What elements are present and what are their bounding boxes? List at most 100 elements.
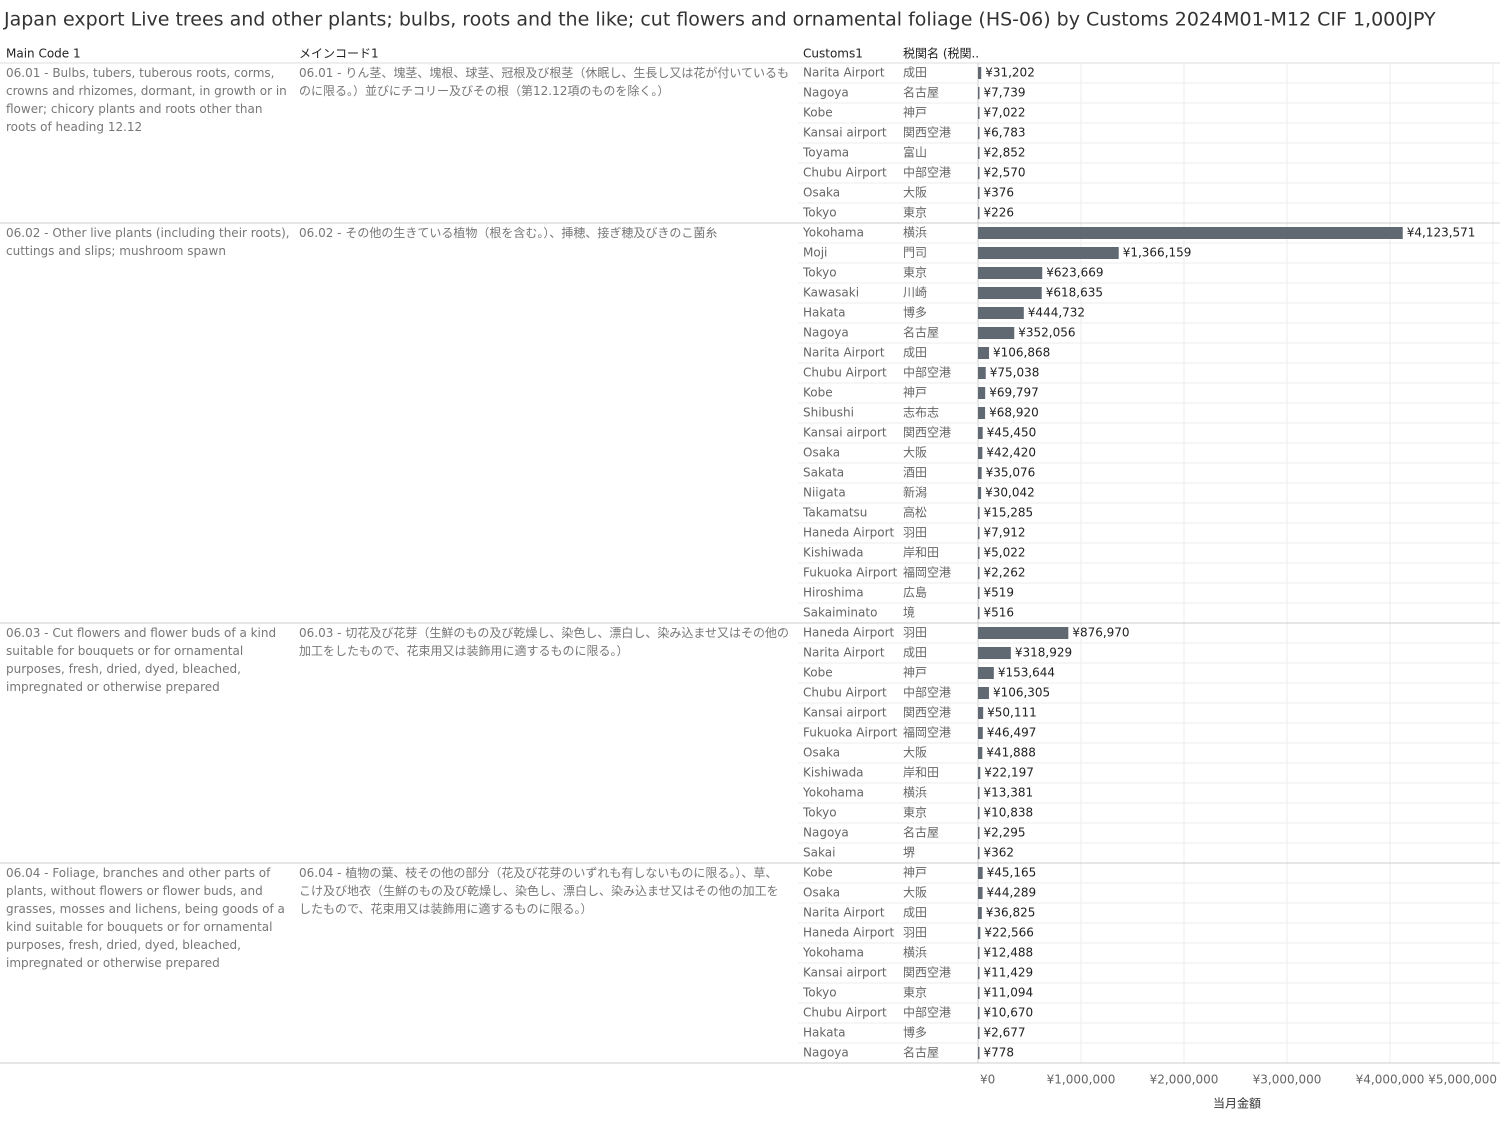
main-code-en: 06.04 - Foliage, branches and other part… xyxy=(6,866,285,970)
x-axis-title: 当月金額 xyxy=(1213,1096,1261,1111)
bar xyxy=(978,1027,980,1039)
value-label: ¥352,056 xyxy=(1018,326,1075,340)
customs-name: Narita Airport xyxy=(803,906,885,920)
customs-name-ja: 川崎 xyxy=(903,286,927,300)
bar xyxy=(978,1047,980,1059)
customs-name-ja: 福岡空港 xyxy=(903,565,951,580)
bar xyxy=(978,567,980,579)
customs-name-ja: 大阪 xyxy=(903,446,927,460)
value-label: ¥22,566 xyxy=(984,926,1034,940)
main-code-ja: 06.04 - 植物の葉、枝その他の部分（花及び花芽のいずれも有しないものに限る… xyxy=(299,866,779,916)
customs-name: Tokyo xyxy=(802,206,837,220)
bar xyxy=(978,867,983,879)
value-label: ¥12,488 xyxy=(984,946,1034,960)
customs-name: Shibushi xyxy=(803,406,854,420)
customs-name: Takamatsu xyxy=(802,506,867,520)
value-label: ¥50,111 xyxy=(987,706,1037,720)
customs-name: Narita Airport xyxy=(803,346,885,360)
value-label: ¥618,635 xyxy=(1046,286,1103,300)
value-label: ¥2,570 xyxy=(984,166,1026,180)
main-code-en: 06.02 - Other live plants (including the… xyxy=(6,226,290,258)
chart-title: Japan export Live trees and other plants… xyxy=(3,9,1436,31)
customs-name: Kishiwada xyxy=(803,766,864,780)
value-label: ¥44,289 xyxy=(987,886,1037,900)
bar xyxy=(978,1007,980,1019)
value-label: ¥35,076 xyxy=(986,466,1036,480)
customs-name: Kobe xyxy=(803,386,833,400)
customs-name: Kobe xyxy=(803,866,833,880)
value-label: ¥10,838 xyxy=(984,806,1034,820)
customs-name-ja: 神戸 xyxy=(903,106,927,120)
bar xyxy=(978,947,980,959)
customs-name-ja: 関西空港 xyxy=(903,426,951,440)
customs-name: Yokohama xyxy=(802,226,864,240)
value-label: ¥4,123,571 xyxy=(1407,226,1476,240)
bar xyxy=(978,487,982,499)
customs-name: Osaka xyxy=(803,886,840,900)
value-label: ¥22,197 xyxy=(984,766,1034,780)
bar xyxy=(978,87,980,99)
customs-name-ja: 関西空港 xyxy=(903,706,951,720)
customs-name-ja: 岸和田 xyxy=(903,766,939,780)
customs-name: Nagoya xyxy=(803,1046,849,1060)
bar xyxy=(978,827,980,839)
bar xyxy=(978,527,980,539)
bar xyxy=(978,187,980,199)
customs-name-ja: 名古屋 xyxy=(903,1045,939,1060)
customs-name-ja: 広島 xyxy=(903,585,927,600)
bar xyxy=(978,467,982,479)
value-label: ¥46,497 xyxy=(987,726,1037,740)
main-code-en: 06.03 - Cut flowers and flower buds of a… xyxy=(6,626,277,694)
customs-name-ja: 名古屋 xyxy=(903,85,939,100)
customs-name: Yokohama xyxy=(802,786,864,800)
customs-name: Kansai airport xyxy=(803,426,887,440)
value-label: ¥153,644 xyxy=(998,666,1055,680)
bar xyxy=(978,547,980,559)
value-label: ¥2,677 xyxy=(984,1026,1026,1040)
x-tick-label: ¥4,000,000 xyxy=(1356,1073,1425,1087)
value-label: ¥45,165 xyxy=(987,866,1037,880)
value-label: ¥519 xyxy=(984,586,1015,600)
customs-name-ja: 神戸 xyxy=(903,866,927,880)
main-code-ja: 06.03 - 切花及び花芽（生鮮のもの及び乾燥し、染色し、漂白し、染み込ませ又… xyxy=(299,626,789,658)
customs-name: Kawasaki xyxy=(803,286,859,300)
customs-name: Nagoya xyxy=(803,326,849,340)
bar xyxy=(978,147,980,159)
column-header: Customs1 xyxy=(803,47,863,61)
customs-name: Chubu Airport xyxy=(803,366,887,380)
customs-name: Kansai airport xyxy=(803,706,887,720)
value-label: ¥45,450 xyxy=(987,426,1037,440)
customs-name: Chubu Airport xyxy=(803,1006,887,1020)
customs-name-ja: 神戸 xyxy=(903,666,927,680)
value-label: ¥10,670 xyxy=(984,1006,1034,1020)
value-label: ¥15,285 xyxy=(984,506,1034,520)
bar xyxy=(978,587,980,599)
value-label: ¥75,038 xyxy=(990,366,1040,380)
customs-name: Fukuoka Airport xyxy=(803,726,898,740)
bar xyxy=(978,507,980,519)
customs-name-ja: 大阪 xyxy=(903,186,927,200)
customs-name: Kansai airport xyxy=(803,966,887,980)
x-tick-label: ¥3,000,000 xyxy=(1253,1073,1322,1087)
customs-name-ja: 名古屋 xyxy=(903,825,939,840)
main-code-en: 06.01 - Bulbs, tubers, tuberous roots, c… xyxy=(6,66,287,134)
customs-name: Haneda Airport xyxy=(803,626,895,640)
customs-name: Osaka xyxy=(803,446,840,460)
x-tick-label: ¥1,000,000 xyxy=(1047,1073,1116,1087)
customs-name-ja: 中部空港 xyxy=(903,685,951,700)
bar xyxy=(978,747,983,759)
customs-name: Chubu Airport xyxy=(803,166,887,180)
value-label: ¥68,920 xyxy=(989,406,1039,420)
customs-name-ja: 中部空港 xyxy=(903,365,951,380)
customs-name: Tokyo xyxy=(802,266,837,280)
value-label: ¥106,868 xyxy=(993,346,1050,360)
customs-name: Kishiwada xyxy=(803,546,864,560)
customs-name: Tokyo xyxy=(802,806,837,820)
customs-name-ja: 門司 xyxy=(903,246,927,260)
customs-name-ja: 富山 xyxy=(903,145,927,160)
bar xyxy=(978,647,1011,659)
customs-name-ja: 高松 xyxy=(903,505,927,520)
customs-name: Fukuoka Airport xyxy=(803,566,898,580)
bar xyxy=(978,67,982,79)
